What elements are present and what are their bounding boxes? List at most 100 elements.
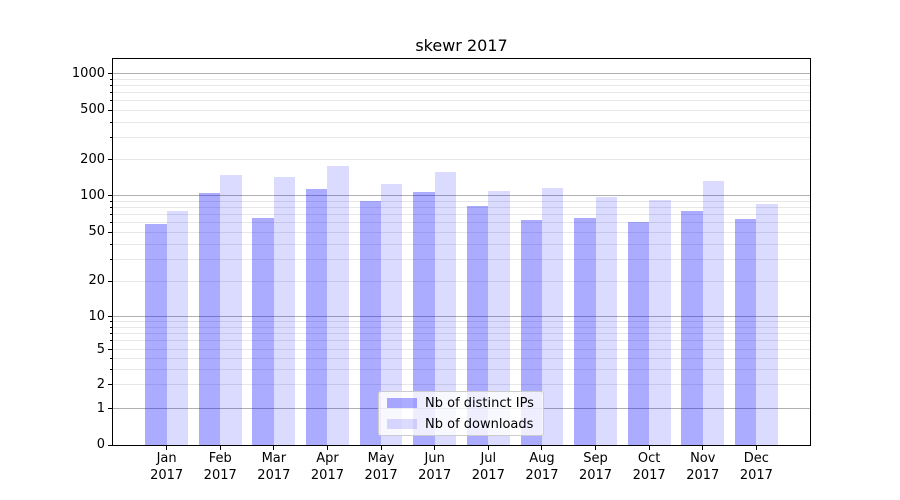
- x-tick-month: Jun: [424, 451, 445, 466]
- bar-distinct-ips-2: [252, 218, 274, 445]
- spine-bottom: [112, 445, 811, 446]
- bar-downloads-1: [220, 174, 242, 445]
- x-tick-label: May 2017: [349, 451, 413, 484]
- y-tick-label: 1: [96, 400, 105, 416]
- gridline-minor: [113, 99, 810, 101]
- x-tick-label: Sep 2017: [564, 451, 628, 484]
- x-tickmark: [380, 446, 382, 450]
- bar-distinct-ips-9: [627, 221, 650, 445]
- y-minor-tickmark: [110, 243, 112, 245]
- gridline-minor: [113, 84, 810, 86]
- bar-distinct-ips-5: [413, 192, 435, 445]
- x-tick-year: 2017: [471, 467, 505, 483]
- gridline-minor: [113, 200, 810, 202]
- x-tick-month: Apr: [316, 451, 339, 466]
- gridline-minor: [113, 91, 810, 93]
- bar-downloads-9: [649, 199, 671, 445]
- x-tickmark: [326, 446, 328, 450]
- y-minor-tickmark: [110, 84, 112, 86]
- x-tickmark: [702, 446, 704, 450]
- gridline-minor: [113, 349, 810, 350]
- bar-downloads-8: [595, 196, 617, 445]
- x-tick-month: Oct: [637, 451, 661, 466]
- legend-label-downloads: Nb of downloads: [425, 416, 534, 432]
- bar-distinct-ips-7: [520, 220, 542, 445]
- gridline-minor: [113, 222, 810, 224]
- x-tick-month: Mar: [261, 451, 287, 466]
- legend-swatch-downloads: [387, 419, 417, 429]
- gridline-minor: [113, 368, 810, 370]
- bar-distinct-ips-8: [574, 217, 596, 445]
- y-minor-tickmark: [110, 222, 112, 224]
- bar-distinct-ips-10: [681, 210, 703, 445]
- y-minor-tickmark: [110, 340, 112, 342]
- gridline-minor: [113, 357, 810, 359]
- legend-label-distinct-ips: Nb of distinct IPs: [425, 395, 534, 411]
- legend-row-downloads: Nb of downloads: [379, 414, 543, 434]
- y-tickmark: [108, 195, 112, 197]
- y-minor-tickmark: [110, 258, 112, 260]
- y-minor-tickmark: [110, 321, 112, 323]
- x-tick-month: Jan: [156, 451, 177, 466]
- y-minor-tickmark: [110, 99, 112, 101]
- y-tickmark: [108, 73, 112, 74]
- bar-downloads-5: [434, 172, 457, 445]
- spine-left: [112, 59, 113, 446]
- gridline-minor: [113, 121, 810, 123]
- x-tick-month: Dec: [743, 451, 769, 466]
- x-tick-label: Mar 2017: [242, 451, 306, 484]
- gridline-minor: [113, 159, 810, 160]
- gridline-minor: [113, 206, 810, 208]
- gridline-minor: [113, 326, 810, 328]
- y-minor-tickmark: [110, 91, 112, 93]
- y-minor-tickmark: [110, 214, 112, 216]
- x-tick-label: Jul 2017: [456, 451, 520, 484]
- bar-downloads-6: [488, 190, 510, 445]
- y-tickmark: [108, 109, 112, 111]
- legend-row-distinct-ips: Nb of distinct IPs: [379, 393, 543, 413]
- x-tick-month: Aug: [529, 451, 555, 466]
- gridline-minor: [113, 340, 810, 342]
- x-tick-year: 2017: [364, 467, 398, 483]
- y-tickmark: [108, 231, 112, 233]
- y-tick-label: 2: [96, 376, 105, 392]
- gridline-major: [113, 195, 810, 197]
- y-tick-label: 5: [96, 341, 105, 357]
- bar-downloads-7: [541, 187, 564, 445]
- x-tick-label: Apr 2017: [295, 451, 359, 484]
- y-tickmark: [108, 349, 112, 350]
- x-tick-year: 2017: [578, 467, 613, 483]
- x-tick-label: Nov 2017: [671, 451, 735, 484]
- y-minor-tickmark: [110, 368, 112, 370]
- x-tickmark: [219, 446, 221, 450]
- gridline-minor: [113, 258, 810, 260]
- y-tick-label: 50: [88, 224, 105, 240]
- bar-downloads-10: [702, 181, 725, 445]
- y-minor-tickmark: [110, 121, 112, 123]
- spine-top: [112, 58, 811, 59]
- y-tick-label: 100: [80, 187, 105, 203]
- x-tick-label: Oct 2017: [617, 451, 681, 484]
- y-minor-tickmark: [110, 78, 112, 80]
- y-tick-label: 10: [88, 308, 105, 324]
- y-tickmark: [108, 408, 112, 409]
- x-tickmark: [755, 446, 757, 450]
- y-tick-label: 20: [88, 273, 105, 288]
- y-minor-tickmark: [110, 200, 112, 202]
- x-tick-month: May: [367, 451, 395, 466]
- legend-swatch-distinct-ips: [387, 398, 417, 408]
- gridline-minor: [113, 243, 810, 245]
- x-tickmark: [541, 446, 543, 450]
- x-tick-label: Dec 2017: [724, 451, 788, 484]
- x-tick-year: 2017: [525, 467, 559, 483]
- gridline-major: [113, 316, 810, 317]
- chart-title: skewr 2017: [415, 36, 508, 55]
- x-tick-year: 2017: [418, 467, 452, 483]
- bar-downloads-4: [381, 184, 403, 445]
- bar-downloads-2: [273, 177, 296, 445]
- gridline-minor: [113, 78, 810, 80]
- gridline-major: [113, 73, 810, 74]
- gridline-minor: [113, 214, 810, 216]
- x-tick-label: Feb 2017: [188, 451, 252, 484]
